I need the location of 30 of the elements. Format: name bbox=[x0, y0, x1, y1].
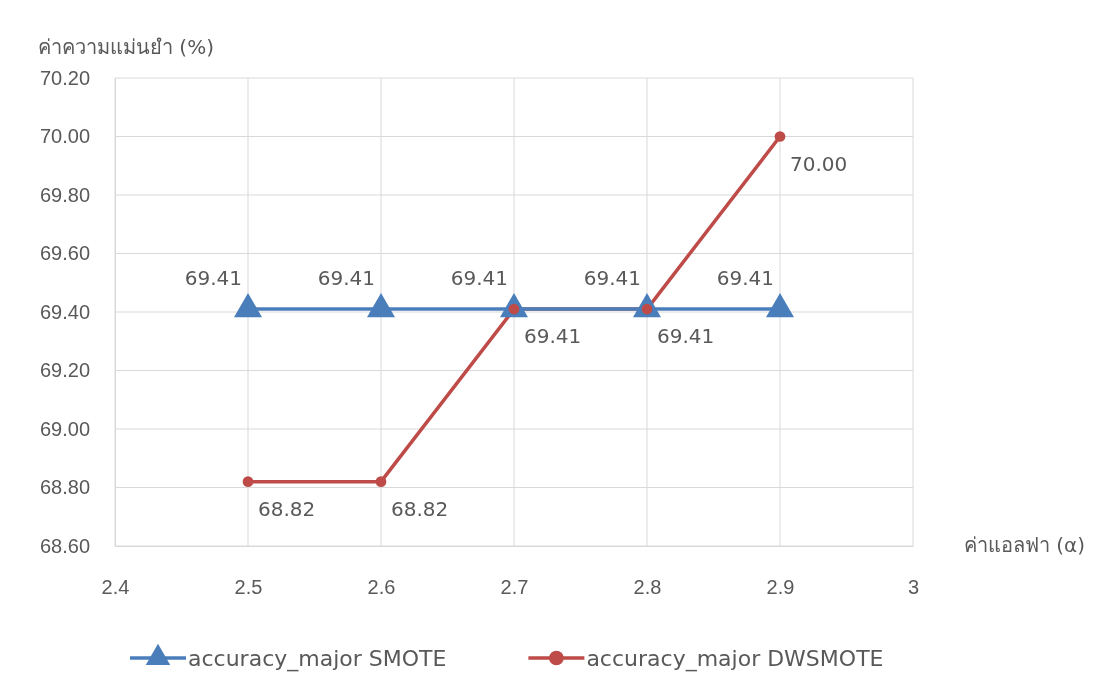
data-label: 69.41 bbox=[184, 266, 242, 291]
data-label: 70.00 bbox=[790, 151, 848, 176]
data-label: 68.82 bbox=[258, 496, 316, 521]
x-axis-title: ค่าแอลฟา (α) bbox=[963, 533, 1085, 557]
x-tick-label: 2.9 bbox=[766, 576, 795, 599]
y-tick-label: 69.60 bbox=[39, 242, 91, 265]
x-tick-label: 2.7 bbox=[500, 576, 529, 599]
data-label: 69.41 bbox=[317, 266, 375, 291]
x-tick-label: 2.6 bbox=[367, 576, 396, 599]
x-tick-label: 3 bbox=[907, 576, 920, 599]
data-label: 69.41 bbox=[583, 266, 641, 291]
y-tick-label: 69.80 bbox=[39, 183, 91, 206]
y-tick-label: 70.20 bbox=[39, 66, 91, 89]
data-label: 68.82 bbox=[391, 496, 449, 521]
x-tick-label: 2.8 bbox=[633, 576, 662, 599]
legend-label: accuracy_major DWSMOTE bbox=[586, 646, 884, 672]
y-tick-label: 70.00 bbox=[39, 125, 91, 148]
data-label: 69.41 bbox=[657, 324, 715, 349]
data-label: 69.41 bbox=[524, 324, 582, 349]
x-tick-label: 2.5 bbox=[234, 576, 263, 599]
x-tick-label: 2.4 bbox=[101, 576, 130, 599]
data-label: 69.41 bbox=[450, 266, 508, 291]
y-axis-title: ค่าความแม่นยำ (%) bbox=[38, 35, 214, 59]
y-tick-label: 68.60 bbox=[39, 534, 91, 557]
data-label: 69.41 bbox=[716, 266, 774, 291]
legend-label: accuracy_major SMOTE bbox=[188, 646, 447, 672]
y-tick-label: 69.40 bbox=[39, 300, 91, 323]
y-tick-label: 68.80 bbox=[39, 476, 91, 499]
y-tick-label: 69.00 bbox=[39, 417, 91, 440]
y-tick-label: 69.20 bbox=[39, 359, 91, 382]
